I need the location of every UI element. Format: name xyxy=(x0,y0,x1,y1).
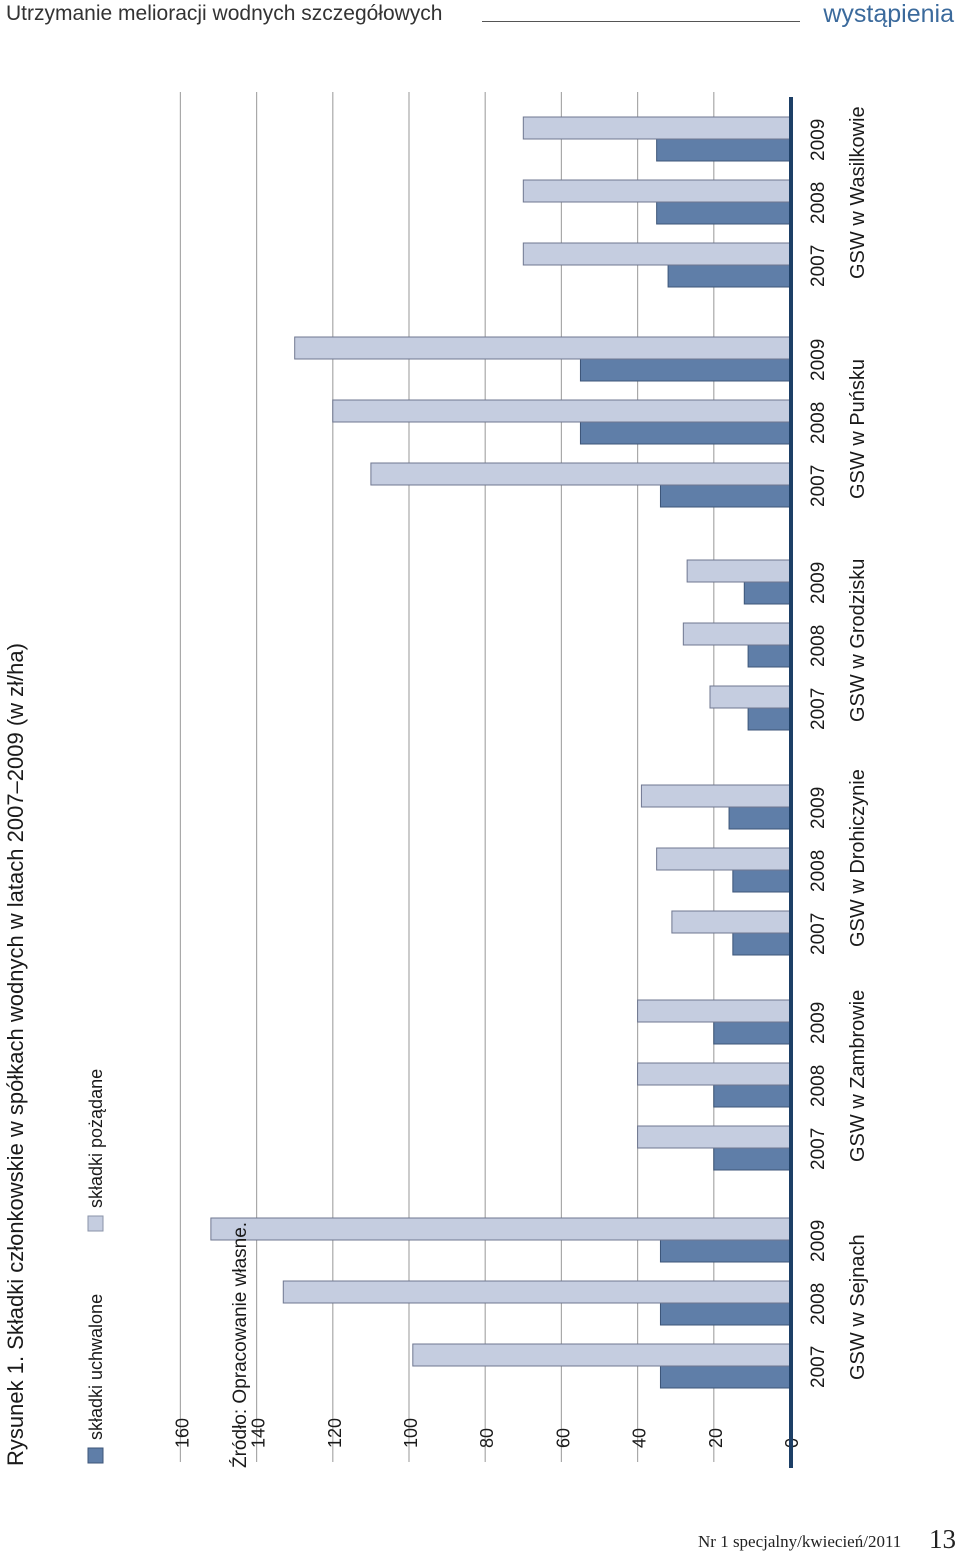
year-label-g3-2008: 2008 xyxy=(808,625,829,667)
year-label-g0-2009: 2009 xyxy=(808,1220,829,1262)
value-axis-ticks: 020406080100120140160 xyxy=(172,1418,802,1448)
year-label-g0-2007: 2007 xyxy=(808,1346,829,1388)
bar-pozadane-g1-2008 xyxy=(637,1062,791,1086)
bar-pozadane-g3-2008 xyxy=(682,622,791,646)
page-number: 13 xyxy=(929,1524,956,1554)
year-label-g0-2008: 2008 xyxy=(808,1283,829,1325)
header-rule xyxy=(482,21,800,22)
bar-pozadane-g1-2009 xyxy=(637,999,791,1023)
tick-label-160: 160 xyxy=(172,1418,192,1448)
bar-uchwalone-g4-2007 xyxy=(659,484,791,508)
bar-pozadane-g4-2009 xyxy=(294,336,791,360)
tick-label-120: 120 xyxy=(325,1418,345,1448)
bar-pozadane-g4-2007 xyxy=(370,462,791,486)
tick-label-40: 40 xyxy=(630,1428,650,1448)
grid-lines xyxy=(179,92,715,1462)
group-label-g4: GSW w Puńsku xyxy=(847,359,869,499)
bar-uchwalone-g2-2009 xyxy=(728,806,791,830)
year-label-g4-2009: 2009 xyxy=(808,339,829,381)
legend-swatch-uchwalone xyxy=(87,1447,104,1464)
bar-uchwalone-g0-2009 xyxy=(659,1239,791,1263)
tick-label-80: 80 xyxy=(477,1428,497,1448)
bar-pozadane-g3-2009 xyxy=(686,559,791,583)
tick-label-100: 100 xyxy=(401,1418,421,1448)
bar-pozadane-g2-2007 xyxy=(671,910,791,934)
bar-uchwalone-g3-2008 xyxy=(747,644,791,668)
bar-uchwalone-g5-2008 xyxy=(656,201,791,225)
year-label-g5-2008: 2008 xyxy=(808,182,829,224)
year-label-g4-2008: 2008 xyxy=(808,402,829,444)
bar-uchwalone-g0-2008 xyxy=(659,1302,791,1326)
bar-pozadane-g1-2007 xyxy=(637,1125,791,1149)
chart-title: Rysunek 1. Składki członkowskie w spółka… xyxy=(3,643,28,1466)
year-label-g5-2007: 2007 xyxy=(808,245,829,287)
source-note: Źródło: Opracowanie własne. xyxy=(230,1222,251,1468)
bar-pozadane-g5-2009 xyxy=(522,116,791,140)
bar-pozadane-g5-2007 xyxy=(522,242,791,266)
bar-uchwalone-g2-2007 xyxy=(732,932,791,956)
bar-pozadane-g3-2007 xyxy=(709,685,791,709)
bar-uchwalone-g0-2007 xyxy=(659,1365,791,1389)
legend-label-uchwalone: składki uchwalone xyxy=(86,1294,106,1440)
year-label-g5-2009: 2009 xyxy=(808,119,829,161)
tick-label-60: 60 xyxy=(553,1428,573,1448)
bar-pozadane-g4-2008 xyxy=(332,399,791,423)
legend: składki uchwalone składki pożądane xyxy=(86,1069,106,1464)
bar-uchwalone-g4-2008 xyxy=(579,421,791,445)
category-labels: 2007 2008 2009 GSW w Sejnach 2007 2008 2009 GSW… xyxy=(808,106,869,1388)
tick-label-140: 140 xyxy=(249,1418,269,1448)
legend-swatch-pozadane xyxy=(87,1215,104,1232)
bar-uchwalone-g1-2009 xyxy=(713,1021,791,1045)
bar-uchwalone-g1-2008 xyxy=(713,1084,791,1108)
bar-pozadane-g5-2008 xyxy=(522,179,791,203)
bar-uchwalone-g5-2009 xyxy=(656,138,791,162)
bars xyxy=(210,116,791,1389)
bar-uchwalone-g2-2008 xyxy=(732,869,791,893)
year-label-g1-2007: 2007 xyxy=(808,1128,829,1170)
bar-uchwalone-g3-2009 xyxy=(743,581,791,605)
bar-pozadane-g0-2009 xyxy=(210,1217,791,1241)
bar-uchwalone-g4-2009 xyxy=(579,358,791,382)
year-label-g2-2009: 2009 xyxy=(808,787,829,829)
section-title: Utrzymanie melioracji wodnych szczegółow… xyxy=(6,2,443,25)
footer-issue: Nr 1 specjalny/kwiecień/2011 xyxy=(698,1532,902,1551)
bar-uchwalone-g5-2007 xyxy=(667,264,791,288)
bar-pozadane-g0-2008 xyxy=(282,1280,791,1304)
bar-pozadane-g0-2007 xyxy=(412,1343,791,1367)
bar-pozadane-g2-2009 xyxy=(640,784,791,808)
year-label-g1-2009: 2009 xyxy=(808,1002,829,1044)
year-label-g4-2007: 2007 xyxy=(808,465,829,507)
legend-label-pozadane: składki pożądane xyxy=(86,1069,106,1208)
group-label-g2: GSW w Drohiczynie xyxy=(847,769,869,947)
bar-uchwalone-g1-2007 xyxy=(713,1147,791,1171)
group-label-g3: GSW w Grodzisku xyxy=(847,559,869,722)
year-label-g2-2007: 2007 xyxy=(808,913,829,955)
bar-uchwalone-g3-2007 xyxy=(747,707,791,731)
year-label-g3-2009: 2009 xyxy=(808,562,829,604)
group-label-g0: GSW w Sejnach xyxy=(847,1234,869,1380)
brand-logo-text: wystąpienia xyxy=(823,0,954,28)
year-label-g3-2007: 2007 xyxy=(808,688,829,730)
tick-label-20: 20 xyxy=(706,1428,726,1448)
group-label-g5: GSW w Wasilkowie xyxy=(847,106,869,279)
group-label-g1: GSW w Zambrowie xyxy=(847,990,869,1162)
year-label-g2-2008: 2008 xyxy=(808,850,829,892)
bar-pozadane-g2-2008 xyxy=(656,847,791,871)
year-label-g1-2008: 2008 xyxy=(808,1065,829,1107)
